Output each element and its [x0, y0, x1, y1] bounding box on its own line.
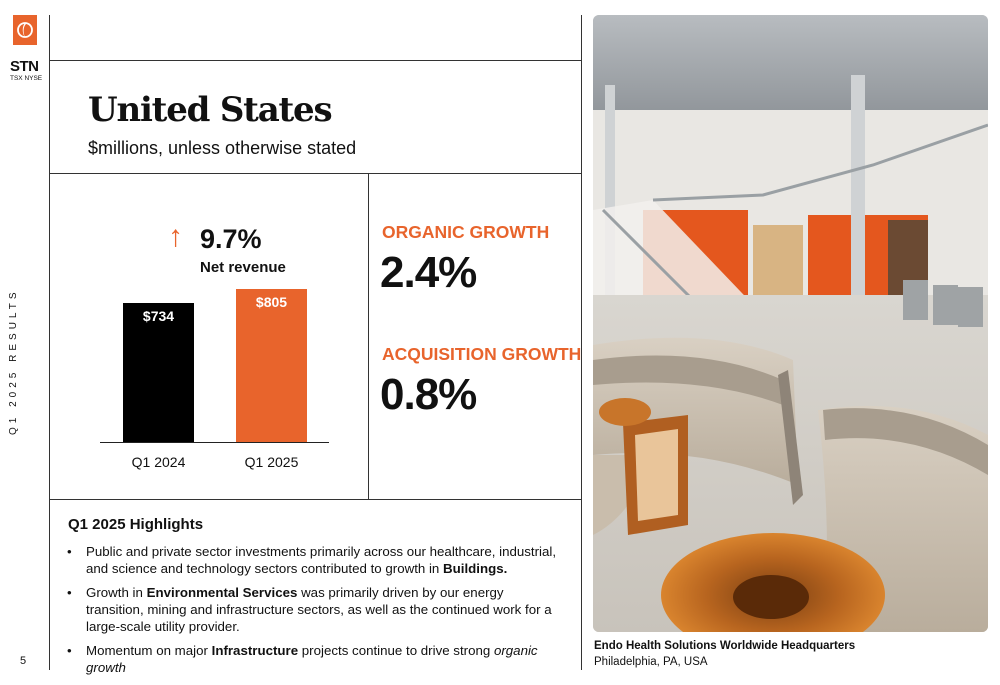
highlight-item-infrastructure: Momentum on major Infrastructure project…	[64, 642, 564, 676]
chart-baseline	[100, 442, 329, 443]
stantec-logo-icon	[17, 22, 33, 38]
photo-caption-title: Endo Health Solutions Worldwide Headquar…	[594, 640, 856, 652]
highlight-text: Public and private sector investments pr…	[86, 544, 557, 576]
organic-growth-value: 2.4%	[380, 248, 477, 297]
bar-q1-2025	[236, 289, 307, 442]
headquarters-photo	[593, 15, 988, 632]
divider-left-vertical	[49, 15, 50, 670]
lobby-interior-image	[593, 15, 988, 632]
acquisition-growth-value: 0.8%	[380, 370, 477, 419]
divider-content-bottom	[49, 499, 582, 500]
net-revenue-chart: $734 Q1 2024 $805 Q1 2025	[100, 289, 330, 480]
highlights-list: Public and private sector investments pr…	[64, 543, 564, 683]
net-revenue-label: Net revenue	[200, 259, 286, 276]
ticker-symbol: STN	[10, 58, 39, 75]
x-axis-tick-label: Q1 2025	[244, 454, 299, 470]
company-logo	[13, 15, 37, 45]
arrow-up-icon: ↑	[168, 220, 183, 253]
x-axis-tick-label: Q1 2024	[131, 454, 186, 470]
highlight-text: was primarily driven by our energy trans…	[86, 585, 552, 634]
highlight-italic: organic growth	[86, 643, 538, 675]
page-title: United States	[88, 90, 333, 130]
section-label: Q1 2025 RESULTS	[8, 288, 19, 435]
highlight-bold: Buildings.	[443, 561, 508, 576]
divider-mid-vertical	[581, 15, 582, 670]
page-subtitle: $millions, unless otherwise stated	[88, 138, 357, 158]
exchange-label: TSX NYSE	[10, 75, 43, 82]
highlights-title: Q1 2025 Highlights	[68, 516, 204, 533]
divider-header-top	[49, 60, 582, 61]
acquisition-growth-label: ACQUISITION GROWTH	[382, 344, 582, 364]
highlight-text: projects continue to drive strong	[298, 643, 494, 658]
highlight-text: Growth in	[86, 585, 147, 600]
organic-growth-label: ORGANIC GROWTH	[382, 222, 550, 242]
bar-data-label: $805	[255, 294, 288, 310]
highlight-bold: Environmental Services	[146, 585, 298, 600]
page-number: 5	[20, 655, 27, 667]
highlight-item-buildings: Public and private sector investments pr…	[64, 543, 564, 577]
highlight-item-environmental: Growth in Environmental Services was pri…	[64, 584, 564, 635]
photo-caption-location: Philadelphia, PA, USA	[594, 656, 708, 668]
highlight-bold: Infrastructure	[211, 643, 299, 658]
divider-chart-kpi	[368, 173, 369, 500]
bar-data-label: $734	[142, 308, 175, 324]
net-revenue-change: 9.7%	[200, 224, 262, 254]
divider-header-bottom	[49, 173, 582, 174]
highlight-text: Momentum on major	[86, 643, 212, 658]
bar-q1-2024	[123, 303, 194, 442]
